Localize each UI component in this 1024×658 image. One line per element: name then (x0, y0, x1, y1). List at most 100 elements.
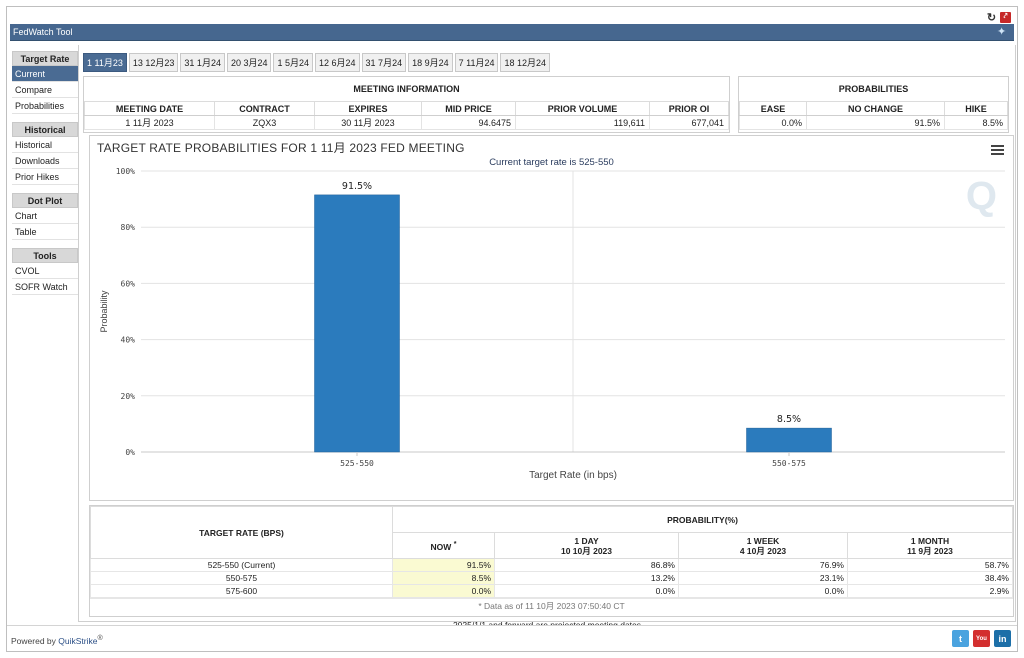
col-prior-volume: PRIOR VOLUME (515, 101, 650, 116)
col-1-week-label: 1 WEEK (746, 535, 780, 546)
powered-by-label: Powered by (11, 635, 56, 646)
tab-meeting[interactable]: 1 11月23 (83, 53, 127, 72)
tab-meeting[interactable]: 7 11月24 (454, 53, 499, 72)
x-axis-label: Target Rate (in bps) (529, 470, 617, 481)
tab-meeting[interactable]: 31 7月24 (361, 53, 407, 72)
twitter-icon[interactable]: t (952, 630, 969, 647)
table-row: 550-575 8.5% 13.2% 23.1% 38.4% (90, 571, 1013, 585)
sidebar-head-tools: Tools (12, 248, 78, 263)
meeting-info-panel: MEETING INFORMATION MEETING DATE CONTRAC… (83, 76, 730, 133)
probability-table: TARGET RATE (BPS) PROBABILITY(%) NOW * 1… (90, 506, 1013, 598)
month-cell: 38.4% (847, 571, 1013, 585)
table-row: 525-550 (Current) 91.5% 86.8% 76.9% 58.7… (90, 558, 1013, 572)
sidebar-item-current[interactable]: Current (12, 66, 78, 82)
registered-mark: ® (97, 634, 103, 642)
tab-meeting[interactable]: 18 12月24 (500, 53, 551, 72)
col-meeting-date: MEETING DATE (84, 101, 215, 116)
quikstrike-watermark-icon: Q (965, 174, 997, 218)
sidebar-item-probabilities[interactable]: Probabilities (12, 98, 78, 114)
social-links: t You in (952, 630, 1011, 647)
now-cell: 0.0% (392, 584, 495, 598)
tab-meeting[interactable]: 13 12月23 (128, 53, 179, 72)
ease-value: 0.0% (739, 115, 807, 130)
day-cell: 86.8% (494, 558, 679, 572)
tab-meeting[interactable]: 20 3月24 (226, 53, 272, 72)
meeting-info-header: MEETING INFORMATION (353, 84, 460, 94)
chart-subtitle: Current target rate is 525-550 (489, 157, 614, 168)
chart-menu-icon[interactable] (991, 145, 1004, 155)
bar-data-label: 91.5% (342, 181, 372, 192)
col-hike: HIKE (944, 101, 1008, 116)
col-1-month-date: 11 9月 2023 (907, 545, 953, 556)
linkedin-icon[interactable]: in (994, 630, 1011, 647)
app-title: FedWatch Tool (13, 27, 73, 37)
sidebar-item-downloads[interactable]: Downloads (12, 153, 78, 169)
table-row: 575-600 0.0% 0.0% 0.0% 2.9% (90, 584, 1013, 598)
day-cell: 0.0% (494, 584, 679, 598)
twitter-bird-icon[interactable]: ✦ (997, 26, 1007, 38)
x-tick-label: 525-550 (340, 459, 374, 468)
week-cell: 23.1% (678, 571, 848, 585)
tab-meeting[interactable]: 18 9月24 (408, 53, 453, 72)
probability-table-panel: TARGET RATE (BPS) PROBABILITY(%) NOW * 1… (89, 505, 1014, 617)
rate-cell: 525-550 (Current) (90, 558, 393, 572)
rate-cell: 575-600 (90, 584, 393, 598)
day-cell: 13.2% (494, 571, 679, 585)
app-window: ↻ ⤤ FedWatch Tool ✦ Target Rate Current … (6, 6, 1018, 652)
sidebar-item-prior-hikes[interactable]: Prior Hikes (12, 169, 78, 185)
tab-meeting[interactable]: 31 1月24 (180, 53, 225, 72)
sidebar-head-dot-plot: Dot Plot (12, 193, 78, 208)
popout-icon[interactable]: ⤤ (1000, 11, 1011, 23)
col-now: NOW * (392, 532, 495, 559)
window-controls: ↻ ⤤ (986, 10, 1011, 24)
probabilities-header: PROBABILITIES (838, 84, 909, 94)
bar-chart: 0% 20% 40% 60% 80% 100% 91.5% 525-550 8.5% 550-57… (99, 167, 1005, 481)
hike-value: 8.5% (944, 115, 1008, 130)
col-1-week-date: 4 10月 2023 (739, 545, 787, 556)
chart-title: TARGET RATE PROBABILITIES FOR 1 11月 2023… (97, 141, 465, 155)
col-ease: EASE (739, 101, 807, 116)
footer: Powered by QuikStrike® t You in (7, 625, 1017, 651)
col-mid-price: MID PRICE (421, 101, 516, 116)
sidebar-item-table[interactable]: Table (12, 224, 78, 240)
youtube-icon[interactable]: You (973, 630, 990, 647)
probabilities-panel: PROBABILITIES EASE NO CHANGE HIKE 0.0% 9… (738, 76, 1009, 133)
col-1-week: 1 WEEK 4 10月 2023 (678, 532, 848, 559)
meeting-tabs: 1 11月23 13 12月23 31 1月24 20 3月24 1 5月24 … (83, 53, 551, 72)
y-axis-label: Probability (99, 290, 109, 333)
expires-value: 30 11月 2023 (314, 115, 422, 130)
sidebar: Target Rate Current Compare Probabilitie… (12, 51, 78, 295)
bar-data-label: 8.5% (777, 414, 801, 425)
refresh-icon[interactable]: ↻ (986, 11, 997, 24)
tab-meeting[interactable]: 12 6月24 (315, 53, 360, 72)
quikstrike-link[interactable]: QuikStrike (58, 635, 98, 646)
sidebar-head-target-rate: Target Rate (12, 51, 78, 66)
week-cell: 76.9% (678, 558, 848, 572)
col-no-change: NO CHANGE (806, 101, 945, 116)
rate-cell: 550-575 (90, 571, 393, 585)
prior-oi-value: 677,041 (649, 115, 729, 130)
col-1-day-label: 1 DAY (574, 535, 599, 546)
col-expires: EXPIRES (314, 101, 422, 116)
col-now-label: NOW (430, 541, 452, 552)
probabilities-table: EASE NO CHANGE HIKE 0.0% 91.5% 8.5% (739, 101, 1008, 130)
sidebar-item-compare[interactable]: Compare (12, 82, 78, 98)
prior-volume-value: 119,611 (515, 115, 650, 130)
no-change-value: 91.5% (806, 115, 945, 130)
tab-meeting[interactable]: 1 5月24 (273, 53, 314, 72)
contract-value: ZQX3 (214, 115, 315, 130)
col-1-day: 1 DAY 10 10月 2023 (494, 532, 679, 559)
sidebar-item-cvol[interactable]: CVOL (12, 263, 78, 279)
now-cell: 8.5% (392, 571, 495, 585)
chart-panel: TARGET RATE PROBABILITIES FOR 1 11月 2023… (89, 135, 1014, 501)
col-1-month-label: 1 MONTH (910, 535, 950, 546)
sidebar-item-sofr-watch[interactable]: SOFR Watch (12, 279, 78, 295)
sidebar-item-historical[interactable]: Historical (12, 137, 78, 153)
col-prior-oi: PRIOR OI (649, 101, 729, 116)
sidebar-item-chart[interactable]: Chart (12, 208, 78, 224)
y-tick-label: 40% (121, 336, 136, 345)
col-contract: CONTRACT (214, 101, 315, 116)
col-1-day-date: 10 10月 2023 (560, 545, 613, 556)
x-tick-label: 550-575 (772, 459, 806, 468)
bar (746, 427, 832, 453)
